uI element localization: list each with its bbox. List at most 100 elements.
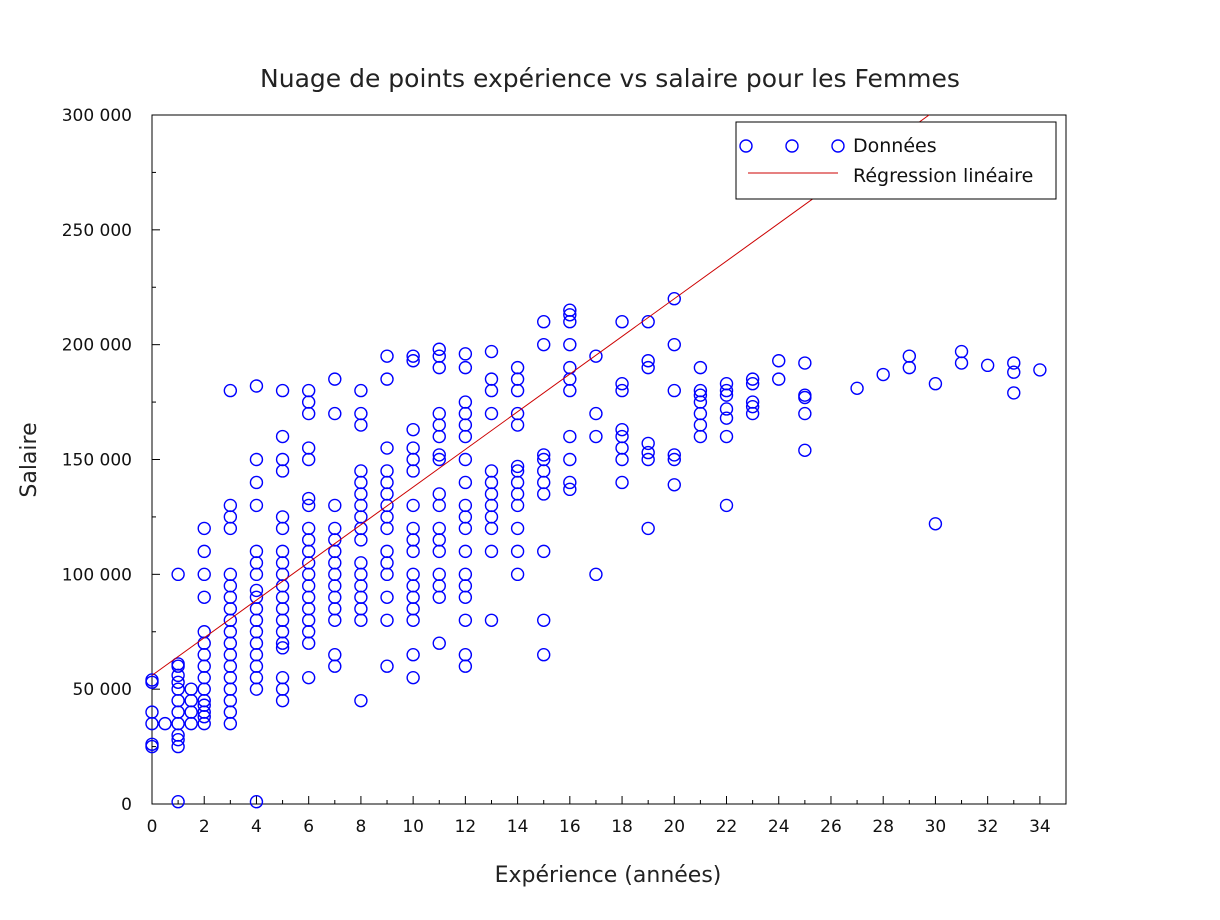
data-point	[719, 402, 734, 416]
data-point	[145, 673, 159, 687]
data-point	[301, 491, 316, 506]
data-point	[171, 732, 185, 747]
legend-box	[735, 121, 1057, 200]
data-point	[380, 510, 394, 524]
data-point	[328, 406, 342, 421]
data-point	[510, 418, 525, 432]
data-point	[537, 613, 551, 627]
x-tick-label: 12	[455, 817, 477, 837]
data-point	[301, 613, 316, 627]
data-point	[328, 567, 342, 582]
data-point	[197, 682, 211, 696]
data-point	[719, 383, 734, 398]
data-point	[406, 354, 420, 368]
data-point	[719, 429, 734, 444]
data-point	[406, 533, 420, 547]
data-point	[615, 383, 629, 398]
data-point	[432, 567, 446, 582]
data-point	[406, 579, 420, 593]
data-point	[954, 344, 969, 359]
data-point	[432, 487, 446, 501]
legend-circle-marker	[831, 139, 845, 153]
data-point	[667, 337, 681, 352]
data-point	[171, 693, 185, 708]
data-point	[301, 452, 316, 467]
data-point	[510, 406, 525, 421]
data-point	[197, 567, 211, 582]
data-point	[484, 344, 499, 359]
x-tick-label: 22	[716, 817, 738, 837]
data-point	[249, 625, 264, 639]
data-point	[458, 521, 473, 536]
data-point	[380, 475, 394, 490]
data-point	[171, 795, 185, 809]
data-point	[275, 670, 290, 685]
data-point	[954, 356, 969, 370]
data-point	[406, 422, 420, 437]
data-point	[484, 383, 499, 398]
data-point	[249, 544, 264, 559]
data-point	[354, 475, 368, 490]
data-point	[197, 544, 211, 559]
legend-circle-marker	[785, 139, 799, 153]
x-tick-label: 32	[977, 817, 999, 837]
data-point	[458, 395, 473, 409]
x-tick-label: 28	[872, 817, 894, 837]
data-point	[458, 579, 473, 593]
data-point	[301, 670, 316, 685]
data-point	[301, 441, 316, 455]
data-point	[432, 533, 446, 547]
data-point	[249, 636, 264, 650]
data-point	[275, 521, 290, 536]
data-point	[563, 360, 577, 375]
data-point	[249, 567, 264, 582]
legend-marker-data	[739, 139, 845, 153]
x-tick-label: 34	[1029, 817, 1051, 837]
data-point	[406, 590, 420, 604]
data-point	[537, 464, 551, 478]
data-point	[537, 475, 551, 490]
data-point	[484, 464, 499, 478]
data-point	[484, 406, 499, 421]
data-point	[301, 498, 316, 513]
data-point	[432, 498, 446, 513]
data-point	[275, 544, 290, 559]
y-tick-label: 0	[121, 795, 132, 815]
data-point	[1007, 386, 1021, 400]
data-point	[328, 590, 342, 604]
data-point	[1007, 356, 1021, 370]
data-point	[432, 452, 446, 467]
data-point	[354, 590, 368, 604]
data-point	[458, 648, 473, 662]
data-point	[798, 443, 812, 458]
data-point	[641, 445, 655, 460]
data-point	[301, 625, 316, 639]
data-point	[537, 648, 551, 662]
data-point	[667, 448, 681, 462]
data-point	[458, 347, 473, 361]
data-point	[275, 556, 290, 570]
data-point	[537, 337, 551, 352]
data-point	[301, 383, 316, 398]
data-point	[406, 521, 420, 536]
data-point	[928, 517, 943, 531]
data-point	[589, 429, 603, 444]
data-point	[719, 377, 734, 391]
data-point	[432, 579, 446, 593]
data-point	[249, 452, 264, 467]
data-point	[484, 498, 499, 513]
x-tick-label: 24	[768, 817, 790, 837]
data-point	[772, 372, 786, 386]
data-point	[537, 315, 551, 329]
data-point	[275, 452, 290, 467]
data-point	[328, 556, 342, 570]
data-point	[301, 544, 316, 559]
data-point	[301, 521, 316, 536]
data-point	[458, 613, 473, 627]
data-point	[484, 487, 499, 501]
x-tick-label: 20	[663, 817, 685, 837]
data-point	[484, 475, 499, 490]
data-point	[563, 308, 577, 322]
data-point	[902, 349, 917, 363]
data-point	[693, 429, 708, 444]
